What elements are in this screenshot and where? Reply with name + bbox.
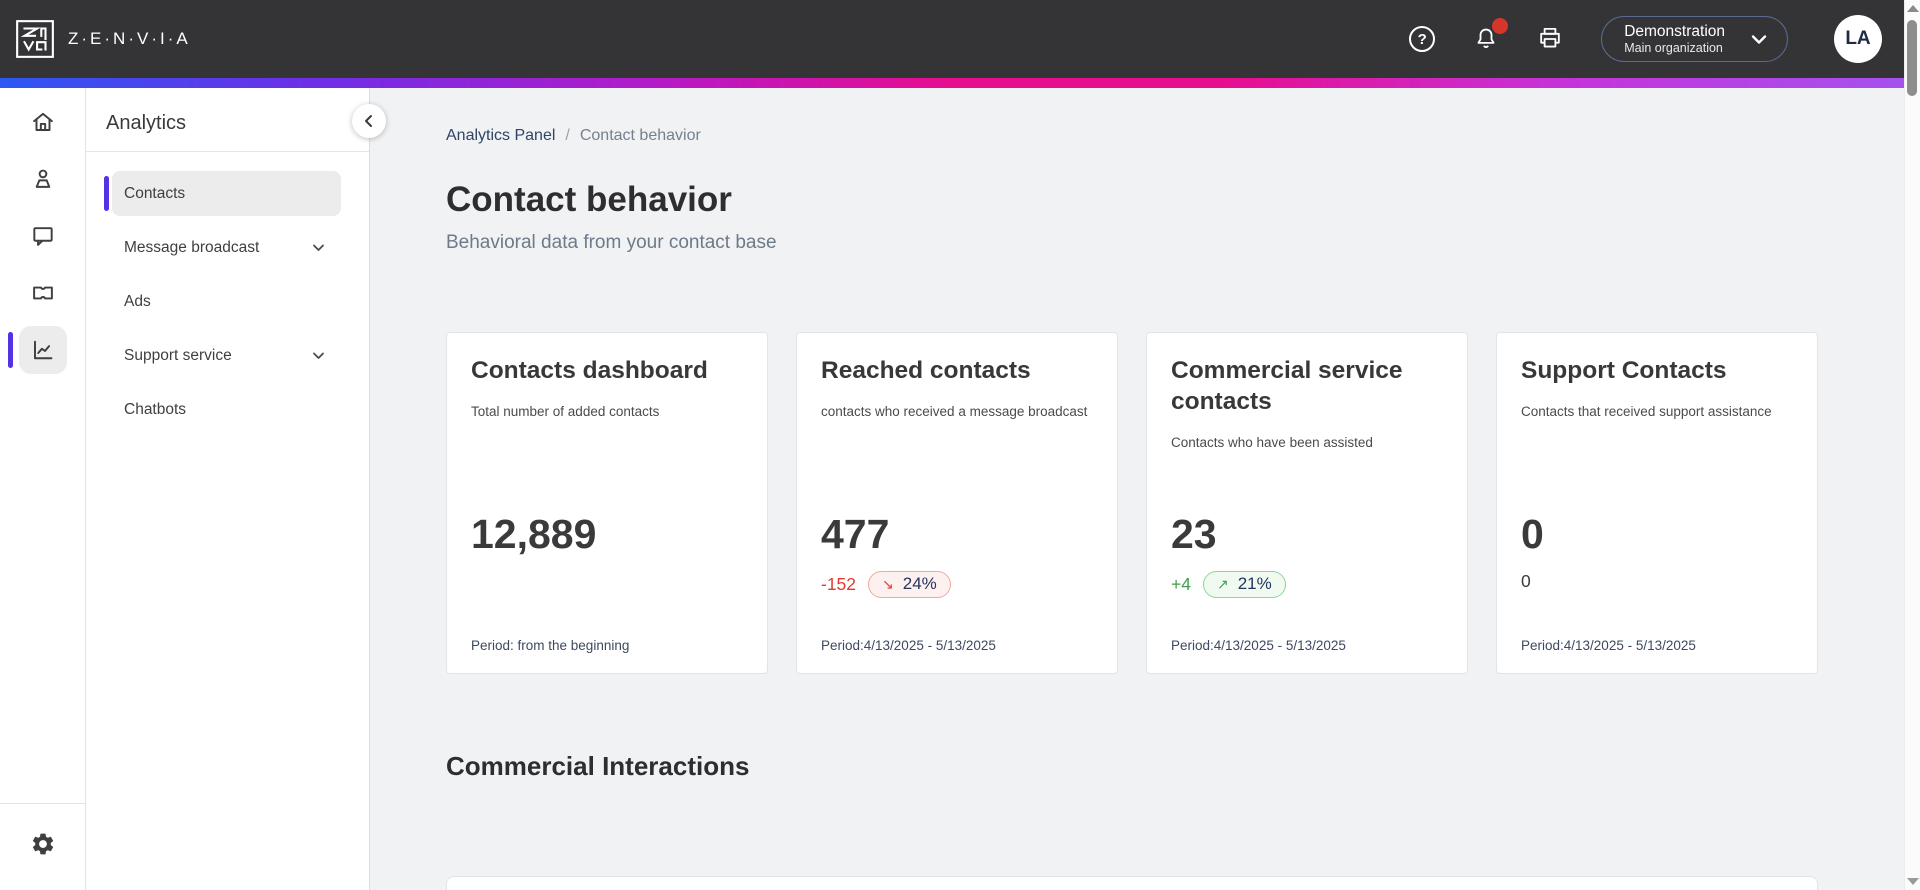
gear-icon: [32, 833, 53, 855]
card-title: Support Contacts: [1521, 357, 1727, 384]
card-subtitle: Contacts that received support assistanc…: [1521, 404, 1772, 419]
card-delta-row: 0: [1521, 571, 1531, 592]
card-percent: 24%: [902, 574, 937, 593]
kpi-card: Contacts dashboard Total number of added…: [446, 332, 768, 674]
sidebar-item-contacts[interactable]: Contacts: [104, 171, 341, 216]
card-title: Reached contacts: [821, 357, 1031, 384]
card-value: 0: [1521, 511, 1544, 557]
bell-icon: [1477, 28, 1495, 48]
card-percent-pill: ↘ 24%: [868, 571, 951, 598]
analytics-chart-icon: [33, 340, 52, 360]
rail-item-settings[interactable]: [19, 820, 67, 868]
rail-item-tickets[interactable]: [19, 269, 67, 317]
card-delta-row: -152 ↘ 24%: [821, 571, 951, 598]
notification-badge: [1492, 18, 1509, 34]
kpi-cards-row: Contacts dashboard Total number of added…: [446, 332, 1904, 674]
card-percent: 21%: [1237, 574, 1272, 593]
rail-item-conversations[interactable]: [19, 212, 67, 260]
card-delta: +4: [1171, 574, 1191, 594]
page-scrollbar[interactable]: [1904, 0, 1920, 890]
card-period: Period:4/13/2025 - 5/13/2025: [1171, 638, 1346, 653]
active-indicator: [7, 332, 13, 368]
card-delta: 0: [1521, 571, 1531, 591]
rail-bottom-section: [0, 803, 85, 890]
avatar[interactable]: LA: [1834, 15, 1882, 63]
topbar: Z·E·N·V·I·A ?: [0, 0, 1904, 78]
print-button[interactable]: [1533, 22, 1567, 56]
card-delta-row: +4 ↗ 21%: [1171, 571, 1286, 598]
page-title: Contact behavior: [446, 180, 732, 219]
trend-arrow-icon: ↗: [1216, 575, 1229, 592]
scrollbar-thumb[interactable]: [1907, 20, 1917, 96]
sidebar-item-label: Ads: [124, 292, 151, 310]
kpi-card: Reached contacts contacts who received a…: [796, 332, 1118, 674]
card-period: Period: from the beginning: [471, 638, 630, 653]
rail-item-contacts[interactable]: [19, 155, 67, 203]
organization-selector[interactable]: Demonstration Main organization: [1601, 16, 1788, 62]
card-title: Commercial service contacts: [1171, 357, 1403, 415]
notifications-button[interactable]: [1469, 18, 1509, 56]
help-icon: ?: [1409, 26, 1436, 52]
card-delta: -152: [821, 574, 857, 594]
rail-item-home[interactable]: [19, 98, 67, 146]
card-period: Period:4/13/2025 - 5/13/2025: [1521, 638, 1696, 653]
chevron-down-icon: [310, 347, 327, 364]
printer-icon: [1540, 27, 1560, 48]
breadcrumb-separator: /: [565, 127, 570, 144]
card-percent-pill: ↗ 21%: [1202, 571, 1286, 598]
chevron-down-icon: [310, 239, 327, 256]
trend-arrow-icon: ↘: [882, 575, 894, 592]
analytics-sidebar: Analytics Contacts Message broadcast Ads…: [86, 88, 386, 890]
scrollbar-down-arrow[interactable]: [1906, 878, 1919, 885]
card-value: 23: [1171, 511, 1217, 557]
scrollbar-up-arrow[interactable]: [1906, 5, 1919, 12]
zenvia-logo[interactable]: Z·E·N·V·I·A: [14, 18, 191, 60]
sidebar-item-label: Contacts: [124, 184, 186, 202]
card-subtitle: Total number of added contacts: [471, 404, 660, 419]
breadcrumb-analytics-panel[interactable]: Analytics Panel: [446, 127, 556, 144]
card-title: Contacts dashboard: [471, 357, 708, 384]
chat-icon: [32, 227, 53, 246]
organization-name: Demonstration: [1624, 22, 1725, 40]
sidebar-title: Analytics: [86, 88, 369, 152]
zenvia-logo-icon: [16, 20, 54, 58]
help-button[interactable]: ?: [1405, 22, 1439, 56]
kpi-card: Commercial service contacts Contacts who…: [1146, 332, 1468, 674]
ticket-icon: [32, 286, 53, 300]
sidebar-item-support-service[interactable]: Support service: [112, 333, 341, 378]
sidebar-item-label: Message broadcast: [124, 238, 260, 256]
sidebar-item-ads[interactable]: Ads: [112, 279, 341, 324]
section-title: Commercial Interactions: [446, 751, 750, 781]
home-icon: [32, 112, 53, 131]
sidebar-item-message-broadcast[interactable]: Message broadcast: [112, 225, 341, 270]
brand-gradient-bar: [0, 78, 1904, 88]
organization-subtitle: Main organization: [1624, 40, 1723, 55]
breadcrumb-current: Contact behavior: [579, 127, 701, 144]
card-period: Period:4/13/2025 - 5/13/2025: [821, 638, 996, 653]
card-value: 12,889: [471, 511, 597, 557]
sidebar-item-label: Support service: [124, 346, 232, 364]
rail-item-analytics[interactable]: [7, 326, 67, 374]
person-icon: [35, 169, 50, 188]
collapse-sidebar-button[interactable]: [352, 104, 386, 138]
zenvia-logo-text: Z·E·N·V·I·A: [68, 29, 191, 48]
card-subtitle: contacts who received a message broadcas…: [821, 404, 1088, 419]
main-content: Analytics Panel / Contact behavior Conta…: [370, 88, 1904, 890]
chevron-down-icon: [1747, 27, 1771, 51]
kpi-card: Support Contacts Contacts that received …: [1496, 332, 1818, 674]
sidebar-menu: Contacts Message broadcast Ads Support s…: [86, 152, 369, 432]
card-subtitle: Contacts who have been assisted: [1171, 435, 1373, 450]
active-indicator: [104, 176, 109, 211]
icon-rail: [0, 88, 86, 890]
sidebar-item-label: Chatbots: [124, 400, 187, 418]
page-subtitle: Behavioral data from your contact base: [446, 232, 777, 253]
card-value: 477: [821, 511, 890, 557]
breadcrumb: Analytics Panel / Contact behavior: [446, 127, 1904, 145]
chevron-left-icon: [365, 115, 372, 127]
sidebar-item-chatbots[interactable]: Chatbots: [112, 387, 341, 432]
commercial-interactions-card: [446, 876, 1818, 890]
